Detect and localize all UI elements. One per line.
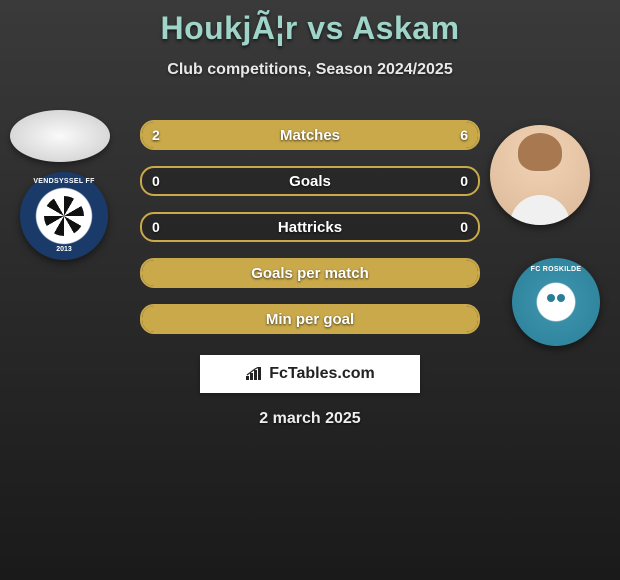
stats-area: 2 Matches 6 0 Goals 0 0 Hattricks 0 Goal… [140, 120, 480, 350]
stat-value-left: 2 [152, 127, 160, 143]
stat-label: Matches [280, 127, 340, 144]
watermark-text: FcTables.com [269, 365, 375, 383]
comparison-card: HoukjÃ¦r vs Askam Club competitions, Sea… [0, 0, 620, 580]
stat-value-right: 0 [460, 219, 468, 235]
stat-row-goals-per-match: Goals per match [140, 258, 480, 288]
stat-value-left: 0 [152, 173, 160, 189]
date-text: 2 march 2025 [0, 410, 620, 428]
stat-label: Min per goal [266, 311, 354, 328]
stat-value-left: 0 [152, 219, 160, 235]
bar-chart-icon [245, 367, 263, 381]
club-right-name: FC ROSKILDE [512, 266, 600, 273]
stat-value-right: 0 [460, 173, 468, 189]
club-left-year: 2013 [20, 246, 108, 253]
club-left-badge: VENDSYSSEL FF 2013 [20, 172, 108, 260]
club-right-badge: FC ROSKILDE [512, 258, 600, 346]
owl-face-icon [542, 288, 570, 316]
subtitle: Club competitions, Season 2024/2025 [0, 61, 620, 79]
soccer-ball-icon [44, 196, 84, 236]
stat-row-hattricks: 0 Hattricks 0 [140, 212, 480, 242]
stat-label: Goals per match [251, 265, 369, 282]
stat-label: Hattricks [278, 219, 342, 236]
stat-row-min-per-goal: Min per goal [140, 304, 480, 334]
stat-row-matches: 2 Matches 6 [140, 120, 480, 150]
player-right-avatar [490, 125, 590, 225]
stat-row-goals: 0 Goals 0 [140, 166, 480, 196]
stat-fill-right [226, 122, 478, 148]
watermark: FcTables.com [200, 355, 420, 393]
player-left-avatar [10, 110, 110, 162]
stat-value-right: 6 [460, 127, 468, 143]
page-title: HoukjÃ¦r vs Askam [0, 0, 620, 47]
club-left-name: VENDSYSSEL FF [20, 178, 108, 185]
stat-label: Goals [289, 173, 331, 190]
